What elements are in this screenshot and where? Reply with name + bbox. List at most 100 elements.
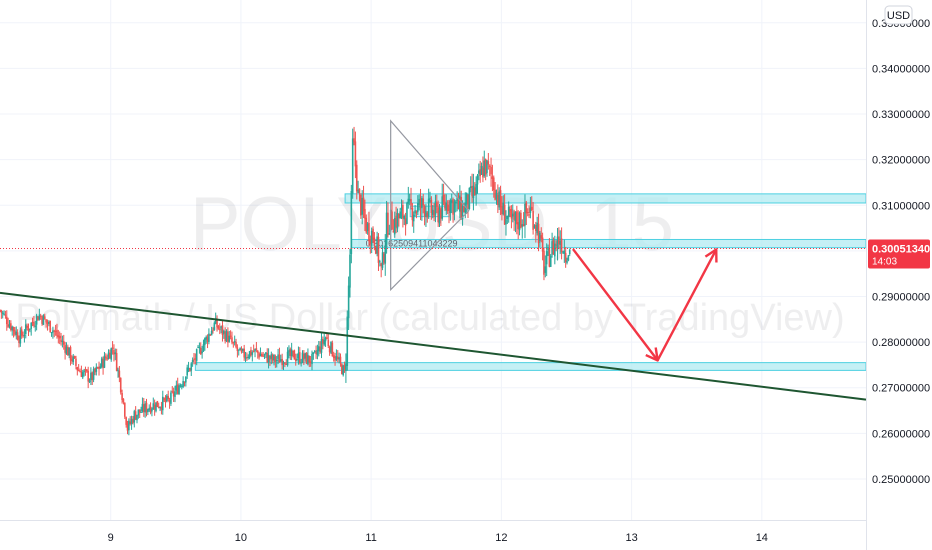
price-tick-label[interactable]: 0.25000000 [872,474,930,486]
candle-body [105,356,107,359]
time-axis[interactable]: 9 10 11 12 13 14 [0,520,866,550]
triangle-pattern[interactable] [390,119,470,292]
candle-body [345,363,347,372]
candle-body [421,197,423,209]
candle-body [391,211,393,230]
candle-body [350,191,353,255]
candle-body [152,403,155,410]
candle-body [87,370,89,382]
last-price-countdown: 14:03 [872,257,897,268]
candle-body [468,187,471,210]
candle-body [304,353,307,359]
candle-body [559,240,562,246]
candle-body [61,340,64,343]
candle-body [381,252,384,268]
candle-body [385,212,388,245]
candle-body [396,212,399,229]
candle-body [94,368,96,373]
candle-body [73,356,76,358]
candle-body [535,224,537,232]
candle-body [43,316,46,320]
zone-drawings[interactable]: 0.30162509411043229 [194,193,867,371]
candle-body [323,339,326,345]
time-tick-label[interactable]: 12 [495,532,507,544]
price-tick-label[interactable]: 0.33000000 [872,109,930,121]
candle-body [141,403,144,412]
watermark-name: Polymath / US Dollar (calculated by Trad… [15,297,844,339]
candle-body [239,348,241,351]
currency-button-frame[interactable] [884,5,913,25]
candle-body [491,176,494,180]
candle-body [414,210,416,214]
time-tick-label[interactable]: 11 [365,532,376,544]
candle-body [5,316,8,325]
currency-button[interactable]: USD [884,5,913,25]
candle-body [126,423,129,431]
candle-body [417,202,419,212]
candle-body [142,404,145,413]
candle-body [217,326,220,329]
price-axis[interactable]: 0.25000000 0.26000000 0.27000000 0.28000000… [866,0,932,550]
candle-body [564,252,567,263]
price-tick-label[interactable]: 0.28000000 [872,337,930,349]
price-tick-label[interactable]: 0.34000000 [872,63,930,75]
candle-body [46,321,49,325]
candle-body [513,211,515,220]
candle-body [31,321,34,323]
last-price-value: 0.30051340 [872,244,930,256]
candle-body [282,362,285,364]
candle-body [410,199,412,206]
candle-body [407,198,410,204]
trendline[interactable] [0,291,867,401]
candle-body [426,212,429,218]
candle-body [552,240,555,255]
price-tick-label[interactable]: 0.31000000 [872,200,930,212]
candle-body [155,402,157,412]
candle-body [164,399,167,403]
candle-body [210,330,213,336]
time-tick-label[interactable]: 10 [235,532,247,544]
candle-body [438,210,441,224]
candle-body [273,355,275,361]
candle-body [248,351,251,358]
candle-body [57,335,60,338]
time-tick-label[interactable]: 14 [756,532,768,544]
price-tick-label[interactable]: 0.32000000 [872,155,930,167]
candle-body [23,334,26,336]
candle-body [354,141,357,167]
candle-body [459,195,461,212]
time-tick-label[interactable]: 9 [108,532,114,544]
candle-body [555,244,557,246]
candle-body [427,198,430,217]
candle-body [353,138,355,143]
candle-body [206,337,209,342]
time-tick-label[interactable]: 13 [625,532,637,544]
price-tick-label[interactable]: 0.26000000 [872,428,930,440]
candle-body [366,223,369,231]
candle-body [111,347,114,349]
candle-body [505,219,507,225]
candle-body [22,336,24,338]
line-drawings[interactable] [0,119,867,401]
candle-body [265,352,267,354]
candle-body [484,159,487,175]
candle-body [75,358,77,366]
candle-body [110,348,113,360]
price-tick-label[interactable]: 0.27000000 [872,383,930,395]
candle-body [69,347,72,361]
candle-body [1,312,4,314]
candle-body [35,315,38,325]
price-tick-label[interactable]: 0.29000000 [872,291,930,303]
candle-body [419,199,422,208]
candle-body [422,198,425,206]
candle-body [411,207,414,221]
candle-body [76,367,79,371]
candle-body [364,208,366,219]
candle-body [271,354,274,361]
candle-body [208,333,210,342]
candle-body [312,352,315,354]
candle-body [358,188,361,194]
candle-body [457,197,460,210]
currency-label[interactable]: USD [887,10,910,22]
candle-body [536,222,538,234]
